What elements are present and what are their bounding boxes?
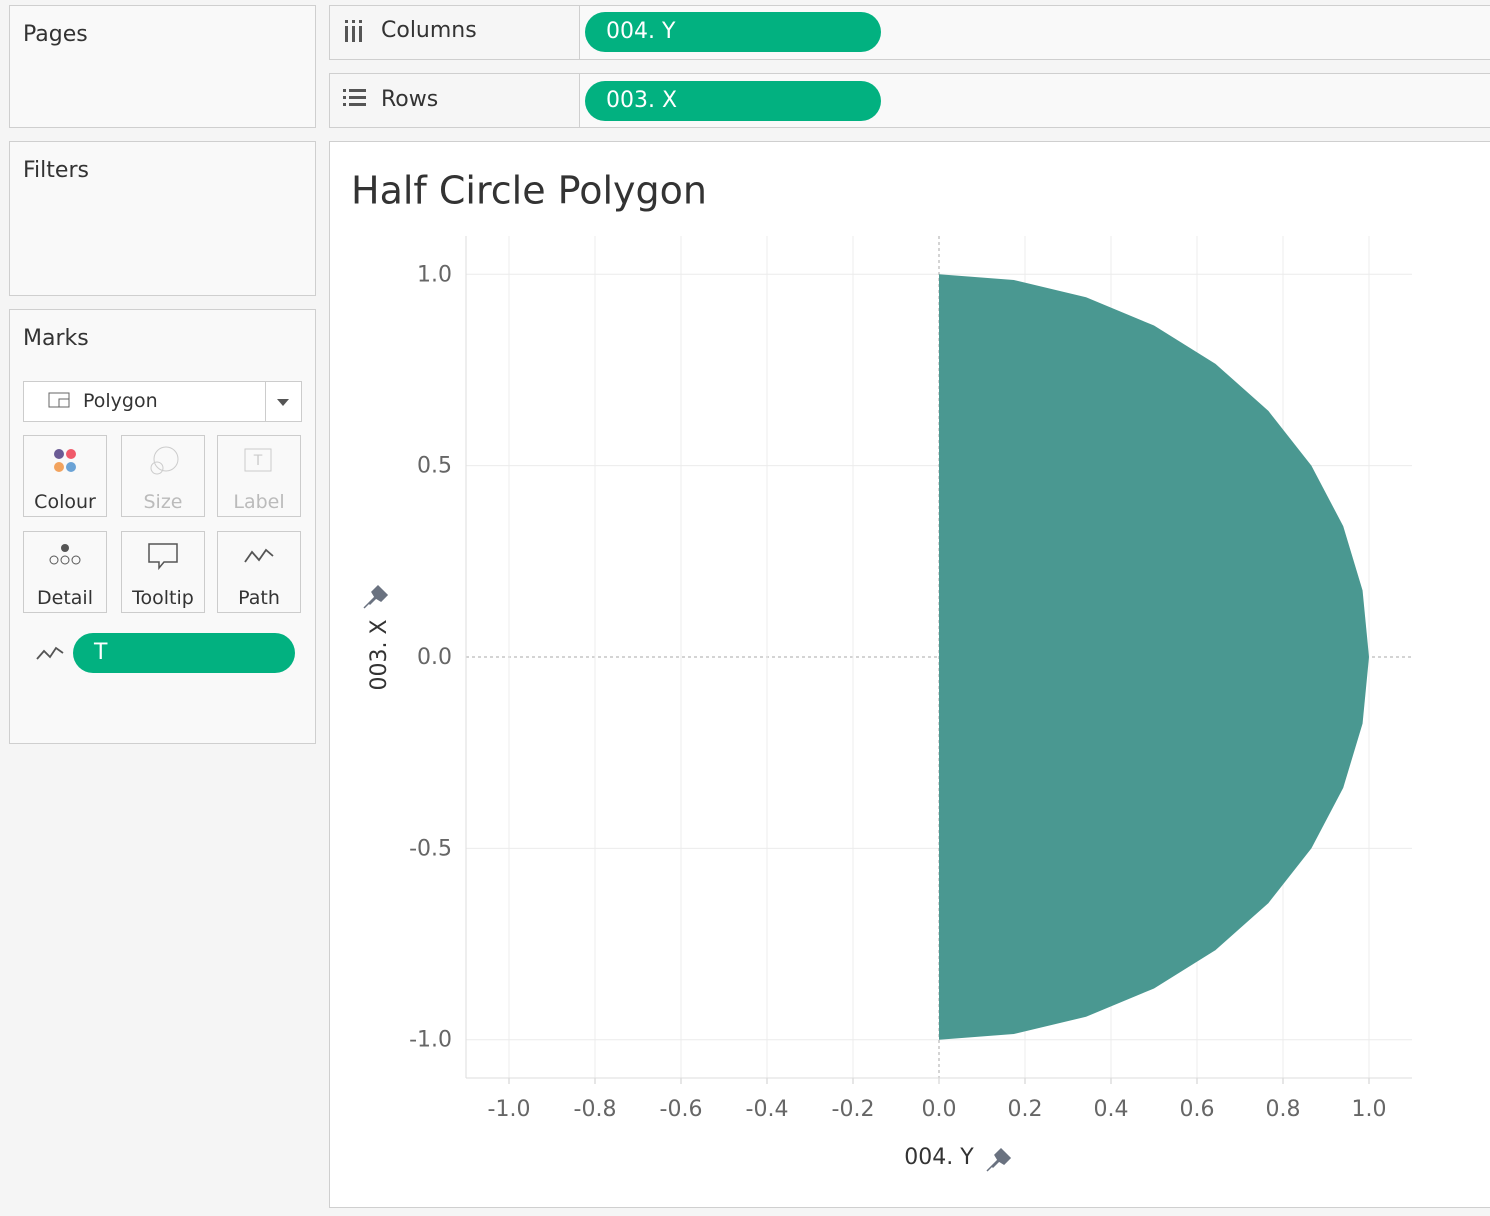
tooltip-icon [148, 543, 178, 571]
mark-type-dropdown[interactable]: Polygon [23, 381, 302, 422]
rows-label: Rows [381, 87, 439, 112]
label-card[interactable]: T Label [217, 435, 301, 517]
path-icon [244, 548, 274, 563]
tooltip-card[interactable]: Tooltip [121, 531, 205, 613]
columns-icon [345, 20, 362, 42]
filters-shelf[interactable]: Filters [9, 141, 316, 296]
card-label: Tooltip [132, 587, 194, 609]
card-label: Path [238, 587, 280, 609]
shelf-label: Columns [330, 6, 580, 59]
label-icon: T [244, 448, 272, 472]
colour-card[interactable]: Colour [23, 435, 107, 517]
colour-icon [54, 449, 76, 472]
pages-shelf[interactable]: Pages [9, 5, 316, 128]
divider [265, 382, 266, 421]
filters-title: Filters [23, 158, 89, 183]
card-label: Label [233, 491, 285, 513]
rows-shelf: Rows 003. X [329, 73, 1490, 128]
size-icon [150, 446, 179, 475]
size-card[interactable]: Size [121, 435, 205, 517]
mark-type: Polygon [83, 390, 158, 412]
polygon-icon [48, 392, 70, 408]
rows-pill[interactable]: 003. X [585, 81, 881, 121]
pages-title: Pages [23, 22, 88, 47]
card-label: Detail [37, 587, 93, 609]
rows-icon [343, 89, 366, 106]
card-label: Size [143, 491, 183, 513]
path-card[interactable]: Path [217, 531, 301, 613]
card-label: Colour [34, 491, 96, 513]
marks-card: Marks Polygon Colour Size T Label Detail … [9, 309, 316, 744]
detail-icon [49, 544, 81, 565]
shelf-label: Rows [330, 74, 580, 127]
detail-card[interactable]: Detail [23, 531, 107, 613]
path-field-icon [36, 646, 64, 660]
path-pill[interactable]: T [73, 633, 295, 673]
columns-shelf: Columns 004. Y [329, 5, 1490, 60]
columns-pill[interactable]: 004. Y [585, 12, 881, 52]
view-panel [329, 141, 1490, 1208]
columns-label: Columns [381, 18, 477, 43]
marks-title: Marks [23, 326, 89, 351]
dropdown-arrow [277, 399, 289, 406]
svg-text:T: T [253, 453, 263, 469]
